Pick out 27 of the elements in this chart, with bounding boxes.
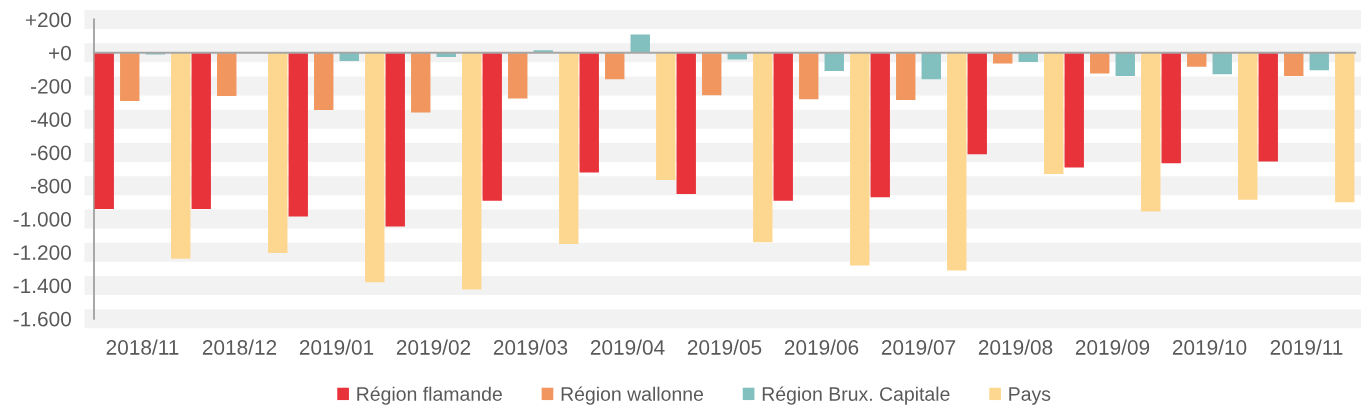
y-tick-label: +0 <box>49 45 71 61</box>
x-tick-label: 2019/05 <box>687 339 762 355</box>
y-tick-label: -1.000 <box>13 211 71 227</box>
legend-label: Région flamande <box>357 386 502 405</box>
y-tick-label: -600 <box>31 145 71 161</box>
legend-label: Région wallonne <box>561 386 704 405</box>
y-tick-label: -1.600 <box>13 311 71 327</box>
x-tick-label: 2019/09 <box>1075 339 1150 355</box>
x-tick-label: 2019/02 <box>396 339 471 355</box>
y-tick-label: -200 <box>31 78 71 94</box>
x-tick-label: 2018/12 <box>202 339 277 355</box>
x-tick-label: 2019/04 <box>590 339 665 355</box>
y-tick-label: -1.400 <box>13 278 71 294</box>
y-tick-label: +200 <box>25 12 71 28</box>
x-tick-label: 2019/03 <box>493 339 568 355</box>
x-tick-label: 2019/11 <box>1270 339 1343 355</box>
x-tick-label: 2018/11 <box>106 339 179 355</box>
y-tick-label: -800 <box>31 178 71 194</box>
legend-label: Région Brux. Capitale <box>762 386 950 405</box>
x-tick-label: 2019/07 <box>881 339 956 355</box>
x-tick-label: 2019/01 <box>299 339 374 355</box>
legend-label: Pays <box>1009 387 1051 405</box>
x-tick-label: 2019/08 <box>978 339 1053 355</box>
y-tick-label: -1.200 <box>13 245 71 260</box>
x-tick-label: 2019/06 <box>784 339 859 355</box>
y-tick-label: -400 <box>31 112 71 127</box>
x-tick-label: 2019/10 <box>1172 339 1247 355</box>
